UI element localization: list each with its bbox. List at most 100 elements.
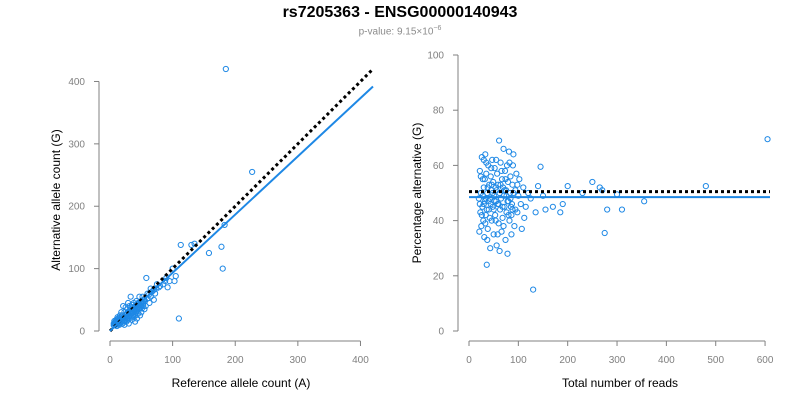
- data-point: [509, 162, 517, 169]
- y-tick-label: 400: [68, 77, 85, 88]
- y-axis-title: Alternative allele count (G): [49, 129, 63, 270]
- data-point: [497, 195, 505, 202]
- x-tick-label: 400: [658, 355, 675, 366]
- x-tick-label: 400: [352, 355, 369, 366]
- data-point: [564, 183, 571, 190]
- data-point: [489, 156, 496, 163]
- data-point: [218, 243, 225, 250]
- y-axis-title: Percentage alternative (G): [410, 123, 424, 264]
- x-tick-label: 600: [757, 355, 774, 366]
- data-point: [498, 167, 505, 175]
- data-point: [500, 145, 507, 152]
- x-axis-title: Reference allele count (A): [172, 376, 311, 390]
- data-point: [490, 231, 497, 238]
- left-scatter-panel: 0 100 200 300 400 0 100 200 300 400 Reference alle…: [49, 65, 375, 390]
- data-point: [483, 206, 490, 213]
- data-point: [496, 137, 503, 144]
- y-tick-label: 20: [433, 271, 445, 282]
- right-scatter-panel: 0 100 200 300 400 500 600 0 20 40 60 80 100 Total num…: [410, 51, 774, 391]
- data-point: [511, 223, 518, 230]
- data-point: [499, 203, 506, 210]
- y-tick-label: 0: [79, 327, 85, 338]
- data-point: [491, 165, 498, 172]
- data-point: [534, 183, 542, 190]
- data-point: [118, 309, 125, 316]
- data-point: [222, 65, 229, 73]
- data-point: [498, 176, 506, 183]
- data-point: [589, 178, 596, 186]
- data-point: [516, 176, 523, 183]
- data-point: [487, 173, 494, 180]
- data-point: [530, 286, 537, 293]
- data-point: [249, 168, 256, 176]
- data-point: [501, 203, 508, 210]
- data-point: [641, 198, 648, 205]
- null-expectation-dotted-line: [108, 67, 375, 333]
- x-tick-label: 300: [609, 355, 626, 366]
- data-point: [136, 293, 143, 300]
- data-point: [493, 156, 500, 163]
- data-point: [125, 316, 132, 323]
- data-point: [492, 217, 499, 224]
- data-point: [483, 261, 490, 268]
- data-point: [219, 265, 226, 272]
- data-point: [505, 211, 512, 219]
- data-point: [488, 165, 495, 172]
- data-point: [601, 229, 608, 237]
- data-point: [501, 167, 509, 175]
- data-point: [480, 200, 487, 208]
- data-point: [127, 293, 134, 300]
- data-point: [527, 195, 534, 202]
- y-tick-label: 100: [68, 264, 85, 275]
- data-point: [492, 211, 499, 219]
- data-point: [120, 302, 127, 310]
- data-point: [482, 220, 489, 227]
- data-point: [488, 181, 495, 188]
- data-point: [513, 170, 520, 177]
- data-point: [764, 136, 771, 143]
- data-point: [507, 173, 514, 180]
- y-tick-label: 100: [427, 51, 444, 62]
- data-point: [532, 209, 539, 216]
- data-point: [512, 206, 519, 213]
- data-point: [476, 228, 483, 235]
- data-point: [136, 312, 144, 319]
- y-tick-label: 40: [433, 216, 445, 227]
- data-point: [490, 206, 497, 213]
- x-tick-label: 300: [290, 355, 307, 366]
- x-axis-title: Total number of reads: [562, 376, 678, 390]
- data-point: [486, 214, 493, 221]
- data-point: [172, 273, 179, 280]
- data-point: [191, 240, 198, 247]
- data-point: [482, 151, 489, 158]
- data-point: [480, 184, 487, 191]
- y-tick-label: 200: [68, 202, 85, 213]
- fit-line: [109, 85, 374, 332]
- data-point: [143, 274, 150, 282]
- data-point: [494, 170, 501, 177]
- data-point: [510, 151, 517, 158]
- data-point: [618, 206, 626, 213]
- data-point: [164, 284, 171, 291]
- data-point: [604, 206, 611, 213]
- data-point: [559, 200, 566, 208]
- data-point: [509, 206, 516, 213]
- x-tick-label: 100: [510, 355, 527, 366]
- data-point: [522, 203, 529, 210]
- data-point: [539, 192, 547, 199]
- data-point: [549, 203, 556, 210]
- pvalue-exponent: −6: [433, 25, 442, 32]
- data-point: [514, 181, 521, 188]
- data-point: [169, 265, 176, 272]
- data-point: [188, 241, 195, 249]
- data-point: [557, 209, 564, 216]
- data-point: [497, 159, 504, 166]
- data-point: [502, 236, 509, 244]
- data-point: [493, 242, 500, 249]
- data-point: [483, 159, 490, 166]
- data-point: [476, 200, 483, 208]
- x-tick-label: 200: [559, 355, 576, 366]
- y-tick-label: 60: [433, 161, 445, 172]
- x-tick-label: 0: [107, 355, 113, 366]
- data-point: [542, 206, 549, 213]
